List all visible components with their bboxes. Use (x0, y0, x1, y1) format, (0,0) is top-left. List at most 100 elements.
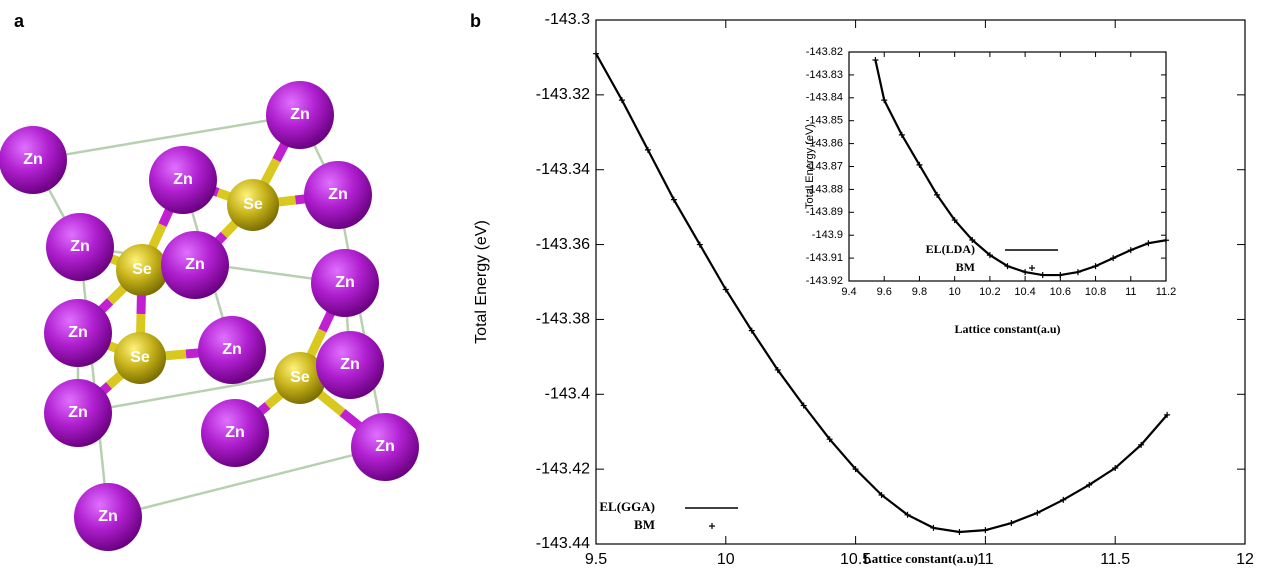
y-tick-label: -143.89 (806, 206, 843, 218)
y-tick-label: -143.34 (536, 161, 590, 178)
atom-label: Zn (173, 171, 193, 188)
x-tick-label: 12 (1236, 551, 1254, 568)
crystal-structure: Zn Zn Zn Zn Se Zn Se Zn Zn Zn Zn Se Se Zn Zn Zn Zn Zn (0, 81, 419, 551)
bm-point (852, 466, 859, 473)
bm-point (593, 50, 599, 57)
bm-point (618, 97, 625, 104)
atom-label: Se (243, 196, 263, 213)
legend-marker (709, 523, 715, 529)
cell-edge (32, 113, 301, 162)
atom (227, 179, 279, 231)
bm-point (872, 57, 879, 64)
bm-point (904, 511, 911, 518)
bm-point (1112, 465, 1119, 472)
y-tick-label: -143.88 (806, 183, 843, 195)
atom-label: Zn (375, 438, 395, 455)
bm-point (1034, 509, 1041, 516)
y-tick-label: -143.85 (806, 115, 843, 127)
bm-point (1086, 481, 1093, 488)
x-tick-label: 10.2 (979, 286, 1000, 298)
bm-point (982, 527, 989, 534)
charts: b -143.44 -143.42 -143.4 -143.38 -143.36 -143.… (470, 11, 1254, 568)
bm-point (826, 436, 833, 443)
atom-label: Zn (222, 341, 242, 358)
legend-marker (1029, 265, 1035, 271)
atom-label: Zn (23, 151, 43, 168)
atom (46, 213, 114, 281)
bm-point (1008, 520, 1015, 527)
atom-label: Zn (225, 424, 245, 441)
atom (198, 316, 266, 384)
y-tick-label: -143.38 (536, 311, 590, 328)
y-tick-label: -143.91 (806, 252, 843, 264)
y-axis-title: Total Energy (eV) (473, 220, 490, 344)
bm-point (1163, 237, 1169, 244)
atom (351, 413, 419, 481)
atom-label: Zn (98, 508, 118, 525)
panel-label: b (470, 11, 481, 31)
cell-edge (336, 194, 387, 448)
atom (311, 249, 379, 317)
atom (74, 483, 142, 551)
atom-label: Zn (290, 106, 310, 123)
x-tick-label: 9.6 (877, 286, 892, 298)
atom (316, 331, 384, 399)
atom-label: Zn (335, 274, 355, 291)
x-tick-label: 10.8 (1085, 286, 1106, 298)
atom-label: Zn (70, 238, 90, 255)
bm-point (1164, 411, 1171, 418)
bm-point (881, 97, 888, 104)
atom-label: Se (130, 349, 150, 366)
legend-label: BM (956, 260, 975, 274)
legend-label: EL(GGA) (599, 499, 655, 514)
x-axis-title: Lattice constant(a.u) (955, 322, 1061, 336)
y-axis-title: Total Energy (eV) (804, 124, 816, 209)
y-tick-label: -143.36 (536, 236, 590, 253)
bm-point (1057, 272, 1064, 279)
y-tick-label: -143.44 (536, 535, 590, 552)
legend-label: EL(LDA) (926, 242, 975, 256)
bm-point (951, 217, 958, 224)
x-tick-label: 9.4 (841, 286, 856, 298)
bm-point (800, 402, 807, 409)
bm-point (1039, 272, 1046, 279)
y-tick-label: -143.42 (536, 460, 590, 477)
atom (274, 352, 326, 404)
y-tick-label: -143.83 (806, 69, 843, 81)
y-tick-label: -143.86 (806, 138, 843, 150)
bm-point (1138, 441, 1145, 448)
y-tick-label: -143.9 (812, 229, 843, 241)
x-tick-label: 11.5 (1100, 551, 1130, 568)
atom-label: Zn (68, 324, 88, 341)
bm-point (722, 286, 729, 293)
atom-label: Zn (340, 356, 360, 373)
atom-label: Zn (185, 256, 205, 273)
bm-point (878, 491, 885, 498)
x-axis-title: Lattice constant(a.u) (863, 551, 978, 566)
x-tick-label: 9.5 (585, 551, 607, 568)
x-tick-label: 11.2 (1156, 286, 1177, 298)
atom (201, 399, 269, 467)
y-tick-label: -143.82 (806, 46, 843, 58)
atom (114, 332, 166, 384)
bm-point (934, 191, 941, 198)
bm-point (644, 146, 651, 153)
y-tick-label: -143.4 (545, 386, 590, 403)
atom (161, 231, 229, 299)
series-line (874, 59, 1167, 277)
bm-point (1022, 269, 1029, 276)
x-tick-label: 10 (717, 551, 735, 568)
atom (44, 299, 112, 367)
y-tick-label: -143.92 (806, 275, 843, 287)
atom (149, 146, 217, 214)
x-tick-label: 11 (1125, 286, 1136, 298)
bm-point (898, 131, 905, 138)
y-tick-label: -143.84 (806, 92, 843, 104)
x-tick-label: 10.6 (1050, 286, 1071, 298)
cell-edge (107, 445, 386, 519)
y-tick-label: -143.87 (806, 160, 843, 172)
atom-label: Zn (68, 404, 88, 421)
bm-point (1127, 247, 1134, 254)
bm-point (1092, 263, 1099, 270)
